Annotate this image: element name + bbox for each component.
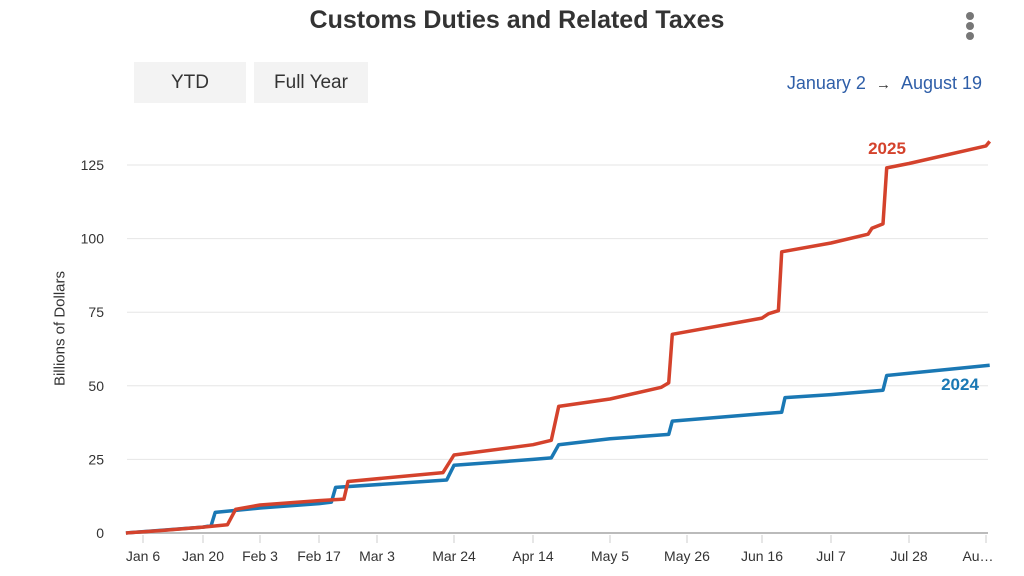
range-end: August 19 xyxy=(900,73,982,93)
ytd-button[interactable]: YTD xyxy=(134,62,246,103)
series-line-2025 xyxy=(125,140,992,535)
full-year-button[interactable]: Full Year xyxy=(254,62,368,103)
y-tick-label: 50 xyxy=(88,378,104,394)
x-tick-label: Feb 17 xyxy=(297,548,341,564)
more-vertical-icon[interactable] xyxy=(962,12,978,42)
chart-title: Customs Duties and Related Taxes xyxy=(309,6,725,34)
date-range[interactable]: January 2 → August 19 xyxy=(787,73,982,94)
x-tick-label: Mar 3 xyxy=(359,548,395,564)
x-tick-label: Jul 7 xyxy=(816,548,846,564)
x-tick-label: Apr 14 xyxy=(512,548,553,564)
range-start: January 2 xyxy=(786,73,866,93)
y-tick-label: 0 xyxy=(96,525,104,541)
y-tick-label: 25 xyxy=(88,451,104,467)
y-tick-label: 125 xyxy=(81,157,105,173)
x-tick-label: Mar 24 xyxy=(432,548,476,564)
arrow-right-icon: → xyxy=(875,76,891,93)
x-tick-label: Jul 28 xyxy=(890,548,928,564)
y-tick-label: 100 xyxy=(81,231,105,247)
x-tick-label: Au… xyxy=(962,548,993,564)
series-line-2024 xyxy=(125,363,990,535)
x-tick-label: May 26 xyxy=(664,548,710,564)
y-tick-label: 75 xyxy=(88,304,104,320)
x-tick-label: Feb 3 xyxy=(242,548,278,564)
x-tick-label: Jun 16 xyxy=(741,548,783,564)
x-tick-label: Jan 6 xyxy=(126,548,160,564)
x-tick-label: May 5 xyxy=(591,548,629,564)
x-tick-label: Jan 20 xyxy=(182,548,224,564)
series-label-2024: 2024 xyxy=(941,375,979,394)
series-label-2025: 2025 xyxy=(868,139,906,158)
